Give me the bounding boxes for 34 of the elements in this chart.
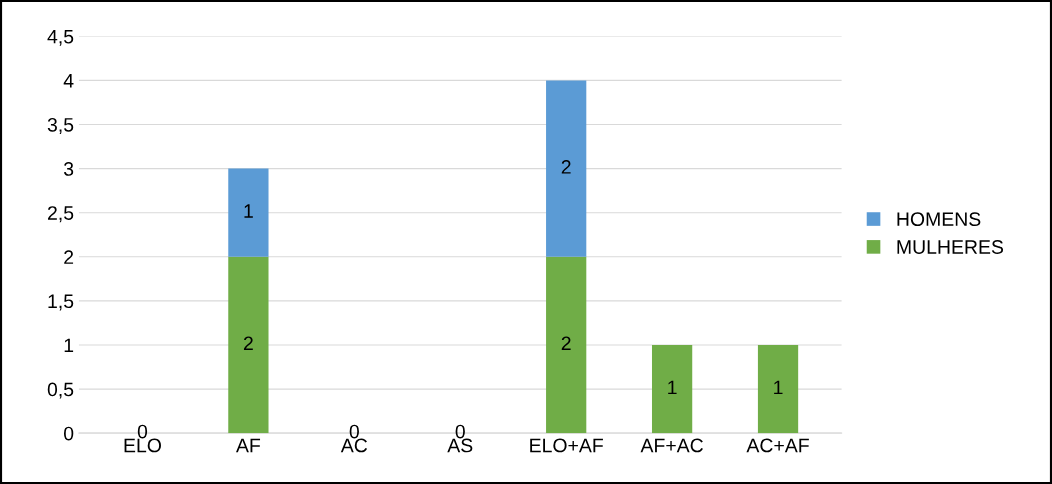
bar xyxy=(546,256,587,434)
data-label: 1 xyxy=(668,380,677,395)
y-tick-label: 4 xyxy=(63,74,74,88)
x-tick-label: AF+AC xyxy=(640,438,703,453)
x-tick-label: AC xyxy=(340,438,368,453)
data-label: 2 xyxy=(561,336,571,351)
data-label: 2 xyxy=(561,160,571,174)
y-tick-label: 3,5 xyxy=(47,117,74,135)
y-tick-label: 2,5 xyxy=(47,206,74,223)
bar xyxy=(228,256,269,434)
x-tick-label: ELO+AF xyxy=(530,438,603,453)
x-tick-label: AF xyxy=(236,438,261,453)
data-label: 1 xyxy=(774,380,783,395)
y-tick-label: 0 xyxy=(63,426,74,441)
data-label: 0 xyxy=(137,424,148,439)
legend-label: MULHERES xyxy=(897,240,1004,254)
bar xyxy=(757,344,799,434)
x-tick-label: ELO xyxy=(124,438,161,453)
y-tick-label: 4,5 xyxy=(47,29,74,46)
y-tick-label: 1 xyxy=(64,338,74,353)
y-tick-label: 2 xyxy=(64,250,74,264)
data-label: 0 xyxy=(455,424,465,439)
data-label: 1 xyxy=(244,204,253,218)
data-label: 0 xyxy=(349,424,359,439)
bar xyxy=(651,344,693,434)
y-tick-label: 0,5 xyxy=(47,382,74,399)
bar xyxy=(546,80,587,257)
x-tick-label: AC+AF xyxy=(746,438,809,453)
data-label: 2 xyxy=(243,336,253,351)
x-tick-label: AS xyxy=(447,438,473,453)
y-tick-label: 3 xyxy=(63,162,74,176)
y-tick-label: 1,5 xyxy=(48,294,74,311)
legend-label: HOMENS xyxy=(897,212,981,227)
bar xyxy=(228,168,269,257)
